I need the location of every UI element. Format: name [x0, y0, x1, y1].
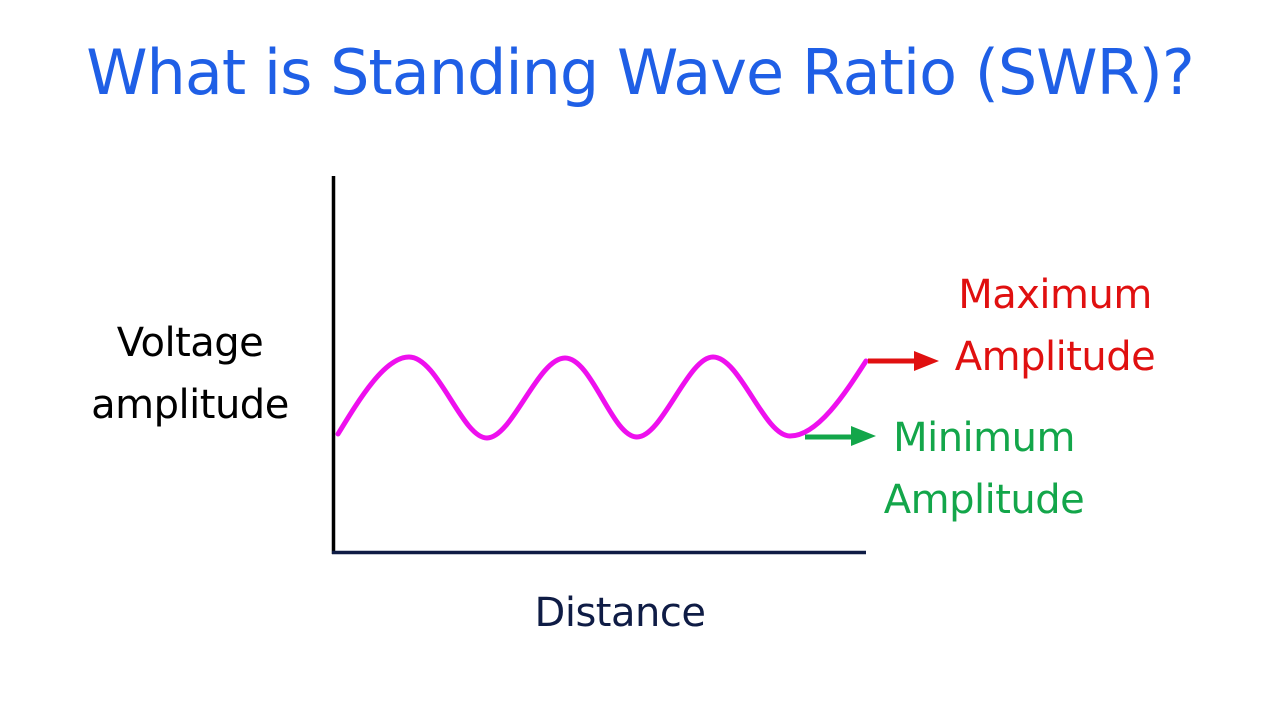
y-axis-label: Voltage amplitude: [70, 312, 310, 436]
voltage-wave-curve: [335, 354, 869, 441]
minimum-arrow-icon: [805, 426, 876, 446]
y-axis-label-line-2: amplitude: [91, 382, 289, 428]
maximum-label-line-2: Amplitude: [954, 334, 1156, 380]
y-axis-label-line-1: Voltage: [116, 320, 264, 366]
minimum-amplitude-label: Minimum Amplitude: [866, 407, 1102, 531]
maximum-label-line-1: Maximum: [958, 272, 1152, 318]
maximum-arrow-icon: [868, 351, 939, 371]
minimum-label-line-2: Amplitude: [883, 477, 1085, 523]
maximum-amplitude-label: Maximum Amplitude: [930, 264, 1180, 388]
minimum-label-line-1: Minimum: [893, 415, 1075, 461]
slide-title: What is Standing Wave Ratio (SWR)?: [86, 36, 1195, 109]
x-axis-label: Distance: [534, 590, 706, 636]
